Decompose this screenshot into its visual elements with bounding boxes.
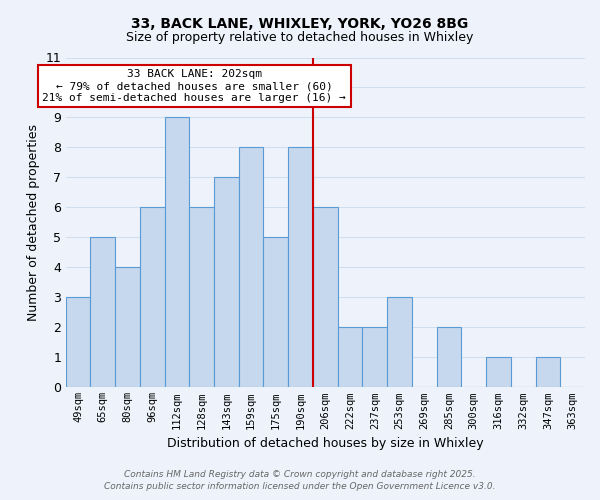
Bar: [362, 327, 387, 387]
Text: 33 BACK LANE: 202sqm
← 79% of detached houses are smaller (60)
21% of semi-detac: 33 BACK LANE: 202sqm ← 79% of detached h…: [43, 70, 346, 102]
Text: Size of property relative to detached houses in Whixley: Size of property relative to detached ho…: [127, 32, 473, 44]
X-axis label: Distribution of detached houses by size in Whixley: Distribution of detached houses by size …: [167, 437, 484, 450]
Bar: [189, 208, 214, 387]
Bar: [65, 297, 91, 387]
Bar: [91, 237, 115, 387]
Bar: [338, 327, 362, 387]
Bar: [437, 327, 461, 387]
Bar: [313, 208, 338, 387]
Bar: [486, 357, 511, 387]
Bar: [115, 267, 140, 387]
Bar: [140, 208, 164, 387]
Bar: [214, 178, 239, 387]
Bar: [288, 148, 313, 387]
Bar: [239, 148, 263, 387]
Bar: [164, 118, 189, 387]
Y-axis label: Number of detached properties: Number of detached properties: [27, 124, 40, 321]
Bar: [536, 357, 560, 387]
Bar: [387, 297, 412, 387]
Bar: [263, 237, 288, 387]
Text: 33, BACK LANE, WHIXLEY, YORK, YO26 8BG: 33, BACK LANE, WHIXLEY, YORK, YO26 8BG: [131, 18, 469, 32]
Text: Contains HM Land Registry data © Crown copyright and database right 2025.
Contai: Contains HM Land Registry data © Crown c…: [104, 470, 496, 491]
